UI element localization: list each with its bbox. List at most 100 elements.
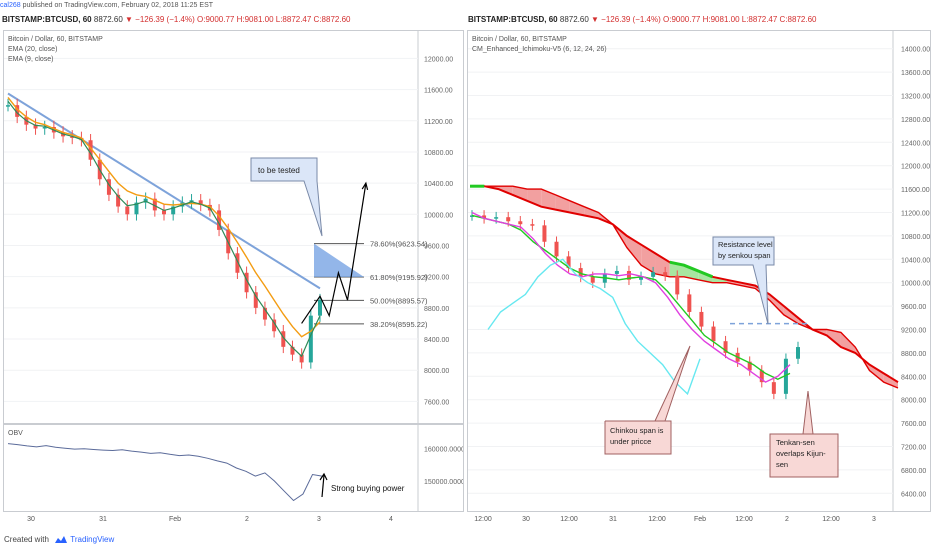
y-tick-label: 10800.00 <box>424 150 453 157</box>
ticker-change: ▼ −126.39 (−1.4%) <box>125 15 195 24</box>
tenkan-line <box>471 211 791 383</box>
candle-body <box>796 347 800 359</box>
left-x-axis: 30 31 Feb 2 3 4 <box>27 516 393 523</box>
candle-body <box>272 319 277 332</box>
kumo-cloud-segment <box>869 364 884 383</box>
fib-level-label: 50.00%(8895.57) <box>370 296 428 305</box>
candle-body <box>482 215 487 219</box>
candle-body <box>771 382 776 394</box>
candle-body <box>506 217 511 222</box>
candle-body <box>125 206 130 215</box>
ticker-ohlc: O:9000.77 H:9081.00 L:8872.47 C:8872.60 <box>197 15 351 24</box>
candle-body <box>15 105 20 117</box>
candle-body <box>699 311 704 327</box>
callout-text: under pricce <box>610 437 651 446</box>
y-tick-label: 8400.00 <box>424 337 449 344</box>
left-price-chart: 12000.00 11600.00 11200.00 10800.00 10400.00… <box>4 31 453 423</box>
candle-body <box>262 307 267 320</box>
candle-body <box>244 272 249 293</box>
ema20-line <box>7 96 321 338</box>
y-tick-label: 7600.00 <box>424 399 449 406</box>
fib-level-label: 78.60%(9623.54) <box>370 240 428 249</box>
callout-text: by senkou span <box>718 251 771 260</box>
y-tick-label: 14000.00 <box>901 47 930 54</box>
candle-body <box>783 358 788 394</box>
candle-body <box>70 136 75 138</box>
x-tick-label: 2 <box>785 516 789 523</box>
candle-body <box>308 315 313 363</box>
candle-body <box>626 271 631 280</box>
callout-box <box>712 236 775 325</box>
legend-symbol: Bitcoin / Dollar, 60, BITSTAMP <box>8 36 103 43</box>
legend-symbol: Bitcoin / Dollar, 60, BITSTAMP <box>472 36 567 43</box>
kumo-cloud-segment <box>555 194 570 213</box>
x-tick-label: 12:00 <box>648 516 666 523</box>
y-tick-label: 12000.00 <box>424 56 453 63</box>
candle-body <box>290 346 295 355</box>
candle-body <box>152 198 157 211</box>
chikou-line <box>487 258 701 396</box>
ticker-symbol: BITSTAMP:BTCUSD, 60 <box>2 15 92 24</box>
candle-body <box>88 140 93 160</box>
ticker-price: 8872.60 <box>93 15 123 24</box>
candle-body <box>723 341 728 353</box>
candle-body <box>318 300 322 316</box>
candle-body <box>518 221 523 225</box>
legend-ema20: EMA (20, close) <box>8 46 58 53</box>
x-tick-label: 4 <box>389 516 393 523</box>
y-tick-label: 10400.00 <box>901 257 930 264</box>
x-tick-label: 30 <box>522 516 530 523</box>
y-tick-label: 8000.00 <box>901 398 926 405</box>
obv-chart: 160000.0000 150000.0000 Strong buying powe… <box>7 425 465 511</box>
ema9-line <box>7 100 321 358</box>
candle-body <box>33 124 38 129</box>
candle-body <box>651 272 656 277</box>
kumo-cloud-segment <box>541 189 556 210</box>
tradingview-link[interactable]: TradingView <box>70 535 115 544</box>
candle-body <box>711 326 716 342</box>
y-tick-label: 11600.00 <box>901 187 930 194</box>
left-price-pane[interactable]: 12000.00 11600.00 11200.00 10800.00 10400.00… <box>3 30 464 424</box>
projection-arrowhead <box>361 181 369 191</box>
ticker-symbol: BITSTAMP:BTCUSD, 60 <box>468 15 558 24</box>
callout-text: sen <box>776 460 788 469</box>
right-x-axis: 12:00 30 12:00 31 12:00 Feb 12:00 2 12:00 3 <box>474 516 876 523</box>
y-tick-label: 10800.00 <box>901 234 930 241</box>
y-tick-label: 7600.00 <box>901 421 926 428</box>
fib-level-label: 61.80%(9195.92) <box>370 273 428 282</box>
candle-body <box>116 194 121 207</box>
candle-body <box>470 215 474 217</box>
callout-box <box>769 390 839 478</box>
y-tick-label: 10000.00 <box>901 281 930 288</box>
right-ichimoku-chart: 14000.00 13600.00 13200.00 12800.00 12400.00… <box>468 31 930 511</box>
callout-text: Resistance level <box>718 240 773 249</box>
y-tick-label: 12800.00 <box>901 117 930 124</box>
candle-body <box>747 361 752 371</box>
candle-body <box>663 272 668 276</box>
candle-body <box>162 210 166 215</box>
y-tick-label: 11600.00 <box>424 88 453 95</box>
x-tick-label: 12:00 <box>474 516 492 523</box>
candle-body <box>494 217 499 219</box>
y-tick-label: 13600.00 <box>901 70 930 77</box>
y-tick-label: 11200.00 <box>424 119 453 126</box>
callout-box <box>250 157 323 237</box>
legend-ichimoku: CM_Enhanced_Ichimoku-V5 (6, 12, 24, 26) <box>472 46 607 53</box>
kumo-cloud-segment <box>769 294 784 315</box>
trendline <box>7 92 321 290</box>
right-price-pane[interactable]: 14000.00 13600.00 13200.00 12800.00 12400.00… <box>467 30 931 512</box>
published-bar: cal268 published on TradingView.com, Feb… <box>0 0 932 12</box>
x-tick-label: Feb <box>169 516 181 523</box>
tested-zone <box>314 243 364 277</box>
author-link[interactable]: cal268 <box>0 2 21 9</box>
left-obv-pane[interactable]: 160000.0000 150000.0000 Strong buying powe… <box>3 424 465 512</box>
candle-body <box>759 370 764 383</box>
y-tick-label: 12000.00 <box>901 164 930 171</box>
x-tick-label: 31 <box>99 516 107 523</box>
x-tick-label: 12:00 <box>560 516 578 523</box>
candle-body <box>253 292 258 308</box>
candle-body <box>134 202 139 215</box>
kumo-cloud-segment <box>783 306 799 324</box>
right-ticker: BITSTAMP:BTCUSD, 60 8872.60 ▼ −126.39 (−… <box>468 14 816 26</box>
y-tick-label: 12400.00 <box>901 140 930 147</box>
